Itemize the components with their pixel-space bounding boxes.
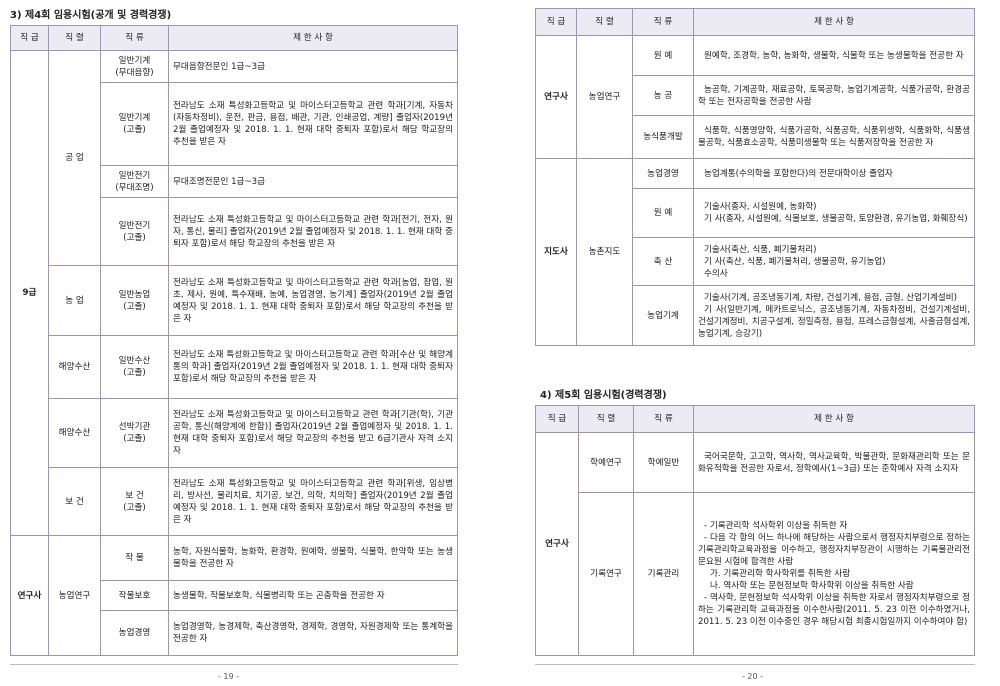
page-number: - 19 - (218, 672, 240, 681)
restriction: 전라남도 소재 특성화고등학교 및 마이스터고등학교 관련 학과[수산 및 해양… (168, 335, 458, 399)
restriction: 전라남도 소재 특성화고등학교 및 마이스터고등학교 관련 학과[전기, 전자,… (168, 197, 458, 266)
field: 일반전기 (무대조명) (100, 165, 169, 198)
field: 일반농업 (고졸) (100, 265, 169, 336)
restriction: 국어국문학, 고고학, 역사학, 역사교육학, 박물관학, 문화재관리학 또는 … (693, 432, 975, 493)
restriction-line: 원예학, 조경학, 농학, 농화학, 생물학, 식물학 또는 농생물학을 전공한… (704, 50, 964, 61)
page-number: - 20 - (742, 672, 764, 681)
restriction: 농학, 자원식물학, 농화학, 환경학, 원예학, 생물학, 식물학, 한약학 … (168, 535, 458, 581)
restriction: 전라남도 소재 특성화고등학교 및 마이스터고등학교 관련 학과[기계, 자동차… (168, 82, 458, 166)
restriction-line: 기술사(기계, 공조냉동기계, 차량, 건설기계, 용접, 금형, 산업기계설비… (704, 292, 957, 303)
field: 농업경영 (100, 610, 169, 656)
restriction-line: 기 사(일반기계, 메카트로닉스, 공조냉동기계, 자동차정비, 건설기계설비,… (698, 304, 970, 339)
restriction: 무대음향전문인 1급~3급 (168, 50, 458, 83)
page-rule (535, 664, 975, 665)
restriction-line: 농공학, 기계공학, 재료공학, 토목공학, 농업기계공학, 식품가공학, 환경… (698, 84, 970, 107)
grade: 연구사 (535, 35, 577, 159)
restriction: 기술사(종자, 시설원예, 농화학) 기 사(종자, 시설원예, 식물보호, 생물… (693, 188, 975, 238)
field: 작물보호 (100, 580, 169, 611)
series: 기록연구 (578, 492, 634, 656)
restriction-line: - 다음 각 항의 어느 하나에 해당하는 사람으로서 행정자치부령으로 정하는… (698, 533, 970, 567)
series: 해양수산 (48, 398, 101, 468)
restriction: 농공학, 기계공학, 재료공학, 토목공학, 농업기계공학, 식품가공학, 환경… (693, 75, 975, 116)
section-heading: 4) 제5회 임용시험(경력경쟁) (540, 390, 667, 401)
field: 일반기계 (무대음향) (100, 50, 169, 83)
grade: 지도사 (535, 158, 577, 346)
restriction: - 기록관리학 석사학위 이상을 취득한 자 - 다음 각 항의 어느 하나에 해… (693, 492, 975, 656)
restriction: 원예학, 조경학, 농학, 농화학, 생물학, 식물학 또는 농생물학을 전공한… (693, 35, 975, 76)
header-cell: 직 렬 (578, 405, 634, 433)
restriction-line: 기술사(축산, 식품, 폐기물처리) (704, 244, 817, 255)
field: 일반전기 (고졸) (100, 197, 169, 266)
restriction-line: 기 사(축산, 식품, 폐기물처리, 생물공학, 유기농업) (704, 256, 886, 267)
series: 농업연구 (576, 35, 633, 159)
field: 원 예 (632, 35, 694, 76)
series: 농촌지도 (576, 158, 633, 346)
field: 농식품개발 (632, 115, 694, 159)
restriction-line: 가. 기록관리학 학사학위를 취득한 사람 (710, 569, 851, 579)
field: 보 건 (고졸) (100, 467, 169, 536)
series: 학예연구 (578, 432, 634, 493)
field: 학예일반 (633, 432, 694, 493)
restriction: 농업경영학, 농경제학, 축산경영학, 경제학, 경영학, 자원경제학 또는 통… (168, 610, 458, 656)
field: 농 공 (632, 75, 694, 116)
restriction-line: 농업계통(수의학을 포함한다)의 전문대학이상 졸업자 (704, 168, 893, 179)
restriction: 전라남도 소재 특성화고등학교 및 마이스터고등학교 관련 학과[농업, 잠업,… (168, 265, 458, 336)
field: 원 예 (632, 188, 694, 238)
restriction-line: - 기록관리학 석사학위 이상을 취득한 자 (704, 521, 848, 531)
field: 일반수산 (고졸) (100, 335, 169, 399)
header-cell: 직 렬 (576, 8, 633, 36)
section-heading: 3) 제4회 임용시험(공개 및 경력경쟁) (10, 10, 172, 21)
restriction: 기술사(기계, 공조냉동기계, 차량, 건설기계, 용접, 금형, 산업기계설비… (693, 285, 975, 346)
restriction-line: 식품학, 식품영양학, 식품가공학, 식품공학, 식품위생학, 식품화학, 식품… (698, 126, 970, 148)
restriction: 기술사(축산, 식품, 폐기물처리) 기 사(축산, 식품, 폐기물처리, 생물공… (693, 237, 975, 286)
header-cell: 직 급 (10, 25, 49, 51)
header-cell: 직 급 (535, 405, 579, 433)
series: 농 업 (48, 265, 101, 336)
grade: 연구사 (535, 432, 579, 656)
restriction-line: 수의사 (704, 268, 728, 279)
header-cell: 제 한 사 항 (168, 25, 458, 51)
series: 보 건 (48, 467, 101, 536)
field: 축 산 (632, 237, 694, 286)
field: 농업경영 (632, 158, 694, 189)
restriction: 전라남도 소재 특성화고등학교 및 마이스터고등학교 관련 학과[기관(학), … (168, 398, 458, 468)
header-cell: 직 류 (632, 8, 694, 36)
restriction-line: 국어국문학, 고고학, 역사학, 역사교육학, 박물관학, 문화재관리학 또는 … (698, 451, 970, 474)
field: 농업기계 (632, 285, 694, 346)
header-cell: 직 류 (633, 405, 694, 433)
restriction-line: 기 사(종자, 시설원예, 식물보호, 생물공학, 토양환경, 유기농업, 화훼… (704, 214, 968, 224)
restriction: 식품학, 식품영양학, 식품가공학, 식품공학, 식품위생학, 식품화학, 식품… (693, 115, 975, 159)
page-rule (10, 664, 458, 665)
field: 일반기계 (고졸) (100, 82, 169, 166)
field: 선박기관 (고졸) (100, 398, 169, 468)
series: 농업연구 (48, 535, 101, 656)
series: 해양수산 (48, 335, 101, 399)
series: 공 업 (48, 50, 101, 266)
restriction-line: 기술사(종자, 시설원예, 농화학) (704, 202, 817, 212)
grade: 9급 (10, 50, 49, 536)
header-cell: 직 렬 (48, 25, 101, 51)
restriction: 농업계통(수의학을 포함한다)의 전문대학이상 졸업자 (693, 158, 975, 189)
header-cell: 직 급 (535, 8, 577, 36)
header-cell: 직 류 (100, 25, 169, 51)
header-cell: 제 한 사 항 (693, 405, 975, 433)
restriction-line: 나. 역사학 또는 문헌정보학 학사학위 이상을 취득한 사람 (710, 581, 914, 591)
grade: 연구사 (10, 535, 49, 656)
field: 기록관리 (633, 492, 694, 656)
restriction: 농생물학, 작물보호학, 식물병리학 또는 곤충학을 전공한 자 (168, 580, 458, 611)
header-cell: 제 한 사 항 (693, 8, 975, 36)
restriction-line: - 역사학, 문헌정보학 석사학위 이상을 취득한 자로서 행정자치부령으로 정… (698, 593, 970, 627)
field: 작 물 (100, 535, 169, 581)
restriction: 전라남도 소재 특성화고등학교 및 마이스터고등학교 관련 학과[위생, 임상병… (168, 467, 458, 536)
restriction: 무대조명전문인 1급~3급 (168, 165, 458, 198)
